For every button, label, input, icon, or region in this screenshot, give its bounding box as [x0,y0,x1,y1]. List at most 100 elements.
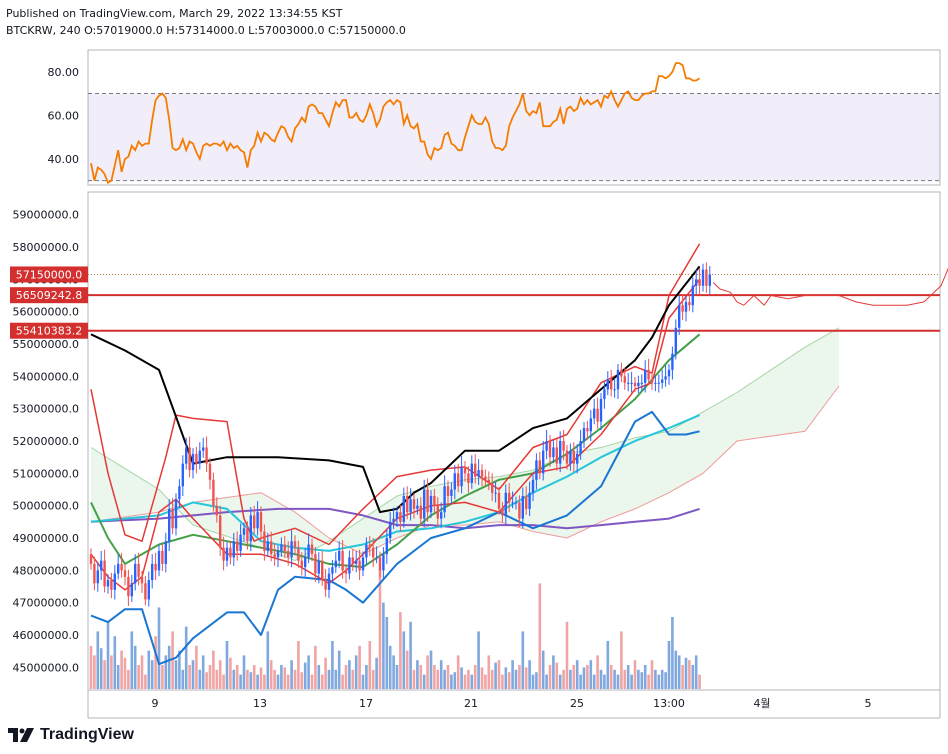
price-label-tag: 56509242.8 [10,287,88,304]
volume-bar [606,641,610,689]
candle [440,502,443,529]
candle [168,499,171,551]
candle-body [358,560,361,571]
candle [157,545,161,577]
candle-body [497,492,501,509]
price-y-tick-label: 47000000.0 [13,597,79,610]
candle-body [314,554,317,574]
volume-bar [256,674,259,689]
volume-bar [144,674,147,689]
candle-body [436,505,439,519]
candle [392,507,395,529]
cyan-ma-line [90,414,700,552]
candle [535,453,538,490]
volume-bar [293,669,297,689]
candle-body [253,515,256,529]
candle-body [100,560,103,571]
volume-bar [409,621,412,689]
volume-bar [307,655,310,689]
volume-bar [116,665,120,689]
volume-bar [286,674,290,689]
volume-bar [616,674,620,689]
candle [208,457,212,490]
candle-body [334,560,337,568]
candle-body [623,376,626,383]
volume-bar [450,674,453,689]
candle [287,541,290,566]
candle-body [542,450,545,474]
candle-body [433,495,436,506]
candle-body [579,441,582,454]
candle-body [191,453,195,471]
candle [344,564,348,584]
candle-body [395,512,399,519]
candle-body [606,379,609,390]
candle [548,435,552,467]
volume-bar [657,674,661,689]
x-tick-label: 13:00 [653,697,685,710]
candle-body [127,576,130,597]
volume-bar [297,641,300,689]
candle-body [402,495,405,522]
candle-body [460,466,463,487]
candle-body [487,479,490,484]
candle [324,569,327,597]
candle [409,488,412,521]
candle-body [208,463,212,480]
candle-body [538,460,541,474]
volume-bar [501,674,504,689]
candle-body [368,544,371,548]
rsi-y-tick-label: 80.00 [48,66,80,79]
candle-body [270,541,273,555]
candle-body [161,550,164,564]
volume-bar [460,667,463,689]
candle [521,487,524,529]
candle [263,524,266,561]
candle [596,397,599,429]
candle [372,538,375,568]
candle-body [406,495,409,513]
candle [470,455,473,489]
volume-bar [331,641,334,689]
candle [538,451,541,480]
candle [327,567,331,599]
candle [321,550,324,586]
candle [453,464,456,500]
candle [487,471,490,491]
volume-bar [620,631,623,689]
candle-body [569,450,572,464]
tradingview-logo[interactable]: TradingView [8,726,134,744]
volume-bar [239,674,242,689]
candle-body [351,557,354,564]
candle [222,536,225,571]
candle [545,430,548,460]
volume-bar [184,626,188,689]
price-label-bg [10,322,88,339]
candle-body [559,441,562,464]
volume-bar [348,660,351,689]
candle-body [263,531,266,551]
volume-bar [667,641,671,689]
volume-bar [480,667,484,689]
volume-bar [300,672,304,689]
volume-bar [575,660,579,689]
candle [378,551,382,578]
candle [161,543,164,571]
candle-body [185,447,188,464]
candle [215,497,218,523]
candle [565,444,569,470]
candle-body [110,580,113,590]
volume-bar [698,674,701,689]
candle-body [657,382,660,384]
candle-body [164,541,167,564]
candle-body [412,499,416,509]
price-y-tick-label: 45000000.0 [13,661,79,674]
candle [389,512,392,544]
candle-body [514,502,518,504]
candle [242,522,246,542]
candle-body [508,492,511,503]
volume-bar [419,665,423,689]
volume-bar [558,674,562,689]
volume-bar [147,650,151,689]
